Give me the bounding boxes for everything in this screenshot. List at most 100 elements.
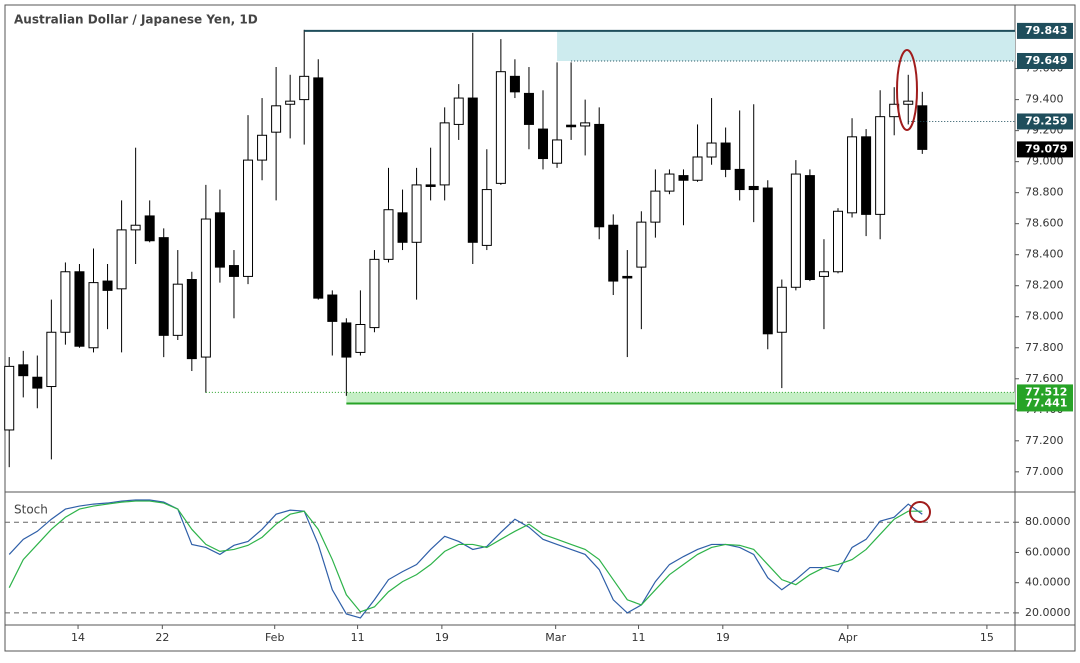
candle-body [60,271,71,333]
candle-body [509,75,520,93]
zone [557,30,1015,61]
candle-body [144,215,155,242]
candle-body [172,283,183,336]
candle-body [594,123,605,228]
candle-body [453,97,464,125]
candle-body [271,105,282,133]
candle-body [847,136,858,214]
y-tick-label: 78.800 [1025,186,1064,199]
candle-body [622,275,633,279]
candle-body [678,175,689,181]
panel-title: Stoch [14,503,48,517]
candle-body [552,139,563,164]
chart-title: Australian Dollar / Japanese Yen, 1D [14,13,258,27]
level-badge [1017,395,1073,412]
candle-body [692,156,703,181]
candle-body [481,189,492,246]
candle-body [130,224,141,231]
x-tick-label: 15 [980,631,994,644]
candle-body [186,279,197,360]
x-tick-label: 11 [632,631,646,644]
y-tick-label: 77.000 [1025,465,1064,478]
candle-body [538,128,549,160]
candle-body [214,212,225,268]
candle-body [88,282,99,349]
highlight [909,501,931,523]
candle-body [636,221,647,268]
y-tick-label: 79.000 [1025,155,1064,168]
stoch-line [8,500,923,613]
y-tick-label: 77.200 [1025,434,1064,447]
candle-body [804,175,815,281]
candle-body [425,184,436,187]
candle-body [580,122,591,127]
y-tick-label: 78.400 [1025,248,1064,261]
y-tick-label: 79.400 [1025,93,1064,106]
level-badge [1017,52,1073,69]
level-label: 79.649 [1025,54,1067,67]
candle-body [664,173,675,192]
candle-body [776,286,787,333]
candle-body [411,184,422,243]
candle-body [650,190,661,223]
candle-body [917,105,928,150]
y-tick-label: 60.0000 [1025,545,1071,558]
candle-body [523,92,534,125]
candle-body [355,323,366,353]
candle-body [397,212,408,243]
x-tick-label: 11 [351,631,365,644]
level-badge [1017,113,1073,130]
candle-body [228,265,239,277]
x-tick-label: 19 [435,631,449,644]
level-badge [1017,22,1073,39]
candle-body [566,124,577,128]
x-tick-label: 14 [71,631,85,644]
candle-body [439,122,450,186]
frame [4,4,1076,652]
candle-body [46,331,57,388]
candle-body [341,322,352,358]
y-tick-label: 80.0000 [1025,515,1071,528]
level-label: 77.512 [1025,385,1067,398]
candle-body [299,75,310,101]
candle-body [467,97,478,243]
candle-body [833,210,844,273]
candle-body [257,134,268,161]
candle-body [762,187,773,335]
y-tick-label: 78.000 [1025,310,1064,323]
candle-body [18,364,29,377]
candle-body [102,280,113,291]
y-tick-label: 78.600 [1025,217,1064,230]
level-label: 79.259 [1025,114,1067,127]
y-tick-label: 77.600 [1025,372,1064,385]
level-badge [1017,141,1073,158]
zone [346,392,1015,404]
candle-body [200,218,211,358]
y-tick-label: 77.800 [1025,341,1064,354]
y-tick-label: 40.0000 [1025,576,1071,589]
candle-body [327,294,338,322]
x-tick-label: 19 [716,631,730,644]
level-label: 77.441 [1025,396,1067,409]
x-tick-label: Feb [265,631,284,644]
marks: 79.60079.40079.20079.00078.80078.60078.4… [4,22,1073,644]
candle-body [861,136,872,215]
candle-body [720,142,731,170]
candle-body [734,168,745,191]
candle-body [495,71,506,184]
candle-body [748,185,759,191]
level-label: 79.843 [1025,24,1067,37]
candle-body [608,224,619,282]
candle-body [313,77,324,299]
candle-body [818,271,829,277]
candle-body [158,237,169,336]
candle-body [369,258,380,329]
candle-body [790,173,801,288]
y-tick-label: 20.0000 [1025,606,1071,619]
stoch-line [8,499,923,619]
candle-body [243,159,254,277]
y-tick-label: 78.200 [1025,279,1064,292]
highlight [896,49,918,131]
candle-body [116,229,127,290]
